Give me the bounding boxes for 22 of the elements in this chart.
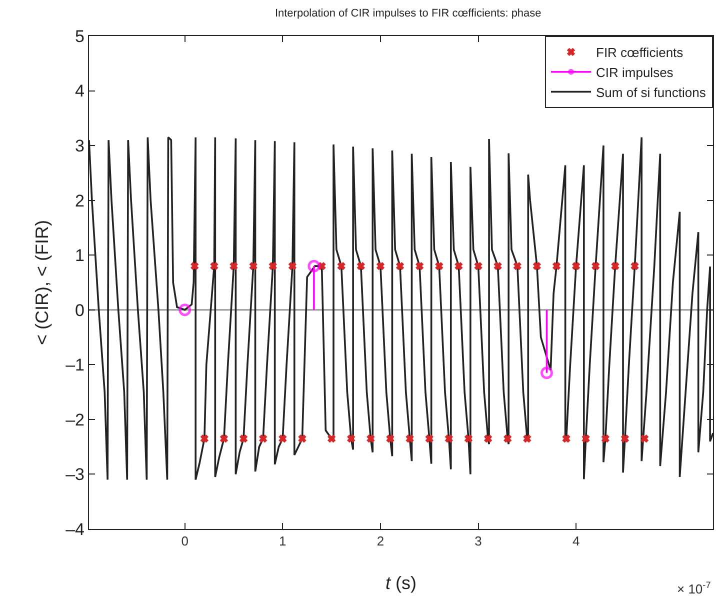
y-tick-label: –1 — [66, 356, 84, 375]
legend-label: Sum of si functions — [596, 84, 706, 100]
legend-label: CIR impulses — [596, 64, 674, 80]
x-axis-title: t (s) — [385, 572, 417, 593]
y-tick-label: –2 — [66, 410, 84, 430]
y-tick-label: –3 — [66, 465, 84, 484]
x-tick-label: 4 — [572, 534, 580, 549]
y-axis-title: < (CIR), < (FIR) — [32, 220, 52, 345]
text: × 10$^{-7}$ — [677, 580, 711, 596]
y-tick-label: 3 — [75, 136, 84, 156]
x-tick-label: 1 — [279, 534, 286, 549]
y-tick-label: 0 — [75, 300, 84, 320]
y-tick-label: 1 — [75, 246, 84, 266]
x-tick-label: 3 — [474, 534, 482, 549]
legend-label: FIR cœfficients — [596, 45, 684, 60]
y-tick-label: 4 — [75, 82, 84, 101]
y-tick-label: 2 — [75, 191, 84, 210]
x-tick-label: 2 — [376, 534, 384, 549]
y-tick-label: –4 — [66, 520, 84, 539]
y-tick-label: 5 — [75, 26, 84, 46]
x-tick-label: 0 — [181, 534, 188, 549]
chart-title: Interpolation of CIR impulses to FIR cœfficients: phase — [274, 8, 542, 20]
